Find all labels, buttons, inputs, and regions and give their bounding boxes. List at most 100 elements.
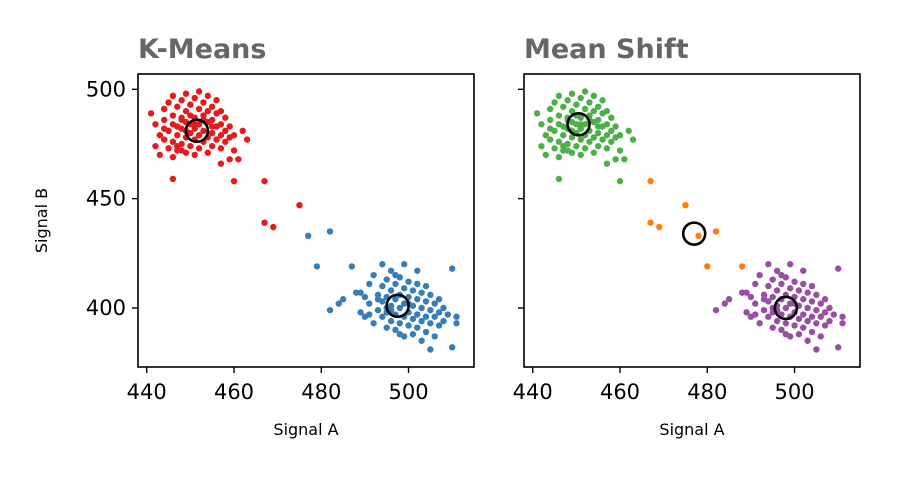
meanshift-data-point [769,293,776,301]
kmeans-data-point [208,116,216,124]
meanshift-data-point [800,311,807,318]
meanshift-data-point [760,296,768,303]
kmeans-data-point [427,320,434,327]
kmeans-data-point [230,177,238,185]
meanshift-data-point [564,147,571,154]
kmeans-y-tick-label: 450 [86,187,126,211]
meanshift-data-point [538,142,545,150]
meanshift-data-point [546,125,554,132]
meanshift-data-point [603,160,611,167]
kmeans-series-0 [147,88,303,231]
kmeans-data-point [178,147,185,154]
kmeans-data-point [152,121,159,128]
meanshift-data-point [738,263,746,270]
kmeans-data-point [182,90,190,97]
meanshift-data-point [804,337,811,344]
kmeans-data-point [165,145,172,152]
kmeans-data-point [200,112,207,119]
meanshift-data-point [594,103,602,110]
meanshift-data-point [791,322,798,329]
meanshift-data-point [568,90,576,97]
kmeans-data-point [169,175,177,183]
kmeans-data-point [453,320,460,327]
kmeans-data-point [200,127,207,135]
kmeans-data-point [370,320,377,327]
kmeans-data-point [174,142,181,150]
kmeans-data-point [191,125,198,132]
kmeans-x-tick-label: 440 [127,380,167,404]
meanshift-data-point [765,313,772,320]
meanshift-data-point [800,267,807,274]
kmeans-x-tick-label: 460 [214,380,254,404]
kmeans-data-point [366,280,373,288]
kmeans-data-point [448,265,456,272]
meanshift-data-point [542,132,550,139]
meanshift-data-point [839,320,846,327]
kmeans-data-point [379,282,386,290]
kmeans-data-point [222,138,229,145]
meanshift-data-point [752,300,759,307]
meanshift-x-axis-label: Signal A [659,420,724,439]
kmeans-data-point [235,156,242,163]
meanshift-data-point [800,296,807,303]
kmeans-data-point [414,324,421,331]
kmeans-data-point [174,103,181,110]
kmeans-data-point [448,344,456,351]
kmeans-data-point [195,105,203,113]
meanshift-data-point [821,322,829,329]
meanshift-data-point [830,311,838,318]
meanshift-data-point [804,289,811,296]
meanshift-axes-frame [523,73,861,368]
meanshift-data-point [603,145,611,152]
meanshift-data-point [603,107,611,115]
meanshift-data-point [594,123,602,130]
kmeans-data-point [147,110,155,117]
meanshift-data-point [560,132,567,139]
kmeans-data-point [261,177,268,185]
kmeans-data-point [366,311,373,318]
meanshift-data-point [712,228,720,235]
kmeans-data-point [422,313,430,320]
kmeans-data-point [409,331,417,338]
kmeans-data-point [357,289,364,296]
meanshift-data-point [704,263,711,270]
meanshift-data-point [778,271,785,279]
kmeans-data-point [431,300,438,307]
kmeans-data-point [357,309,364,316]
kmeans-data-point [409,287,417,294]
meanshift-data-point [760,291,768,299]
meanshift-data-point [647,219,654,226]
kmeans-data-point [370,271,377,279]
kmeans-data-point [348,263,356,270]
kmeans-data-point [387,287,395,294]
kmeans-data-point [431,333,438,340]
meanshift-data-point [782,304,790,312]
meanshift-data-point [594,142,602,150]
kmeans-data-point [422,328,430,336]
kmeans-data-point [400,261,408,268]
meanshift-data-point [782,331,790,338]
kmeans-data-point [174,132,181,139]
kmeans-series-2 [184,118,410,319]
meanshift-data-point [594,129,602,137]
meanshift-data-point [599,97,606,104]
kmeans-data-point [208,129,216,137]
meanshift-data-point [808,313,816,320]
meanshift-data-point [577,121,584,128]
kmeans-data-point [435,309,443,316]
kmeans-data-point [396,320,404,327]
meanshift-data-point [577,125,584,132]
kmeans-data-point [182,107,190,115]
meanshift-data-point [778,326,785,334]
kmeans-x-tick-label: 500 [388,380,428,404]
kmeans-data-point [239,127,246,135]
kmeans-data-point [409,315,417,323]
kmeans-data-point [213,97,220,104]
meanshift-data-point [765,282,772,290]
kmeans-data-point [414,296,421,303]
kmeans-data-point [160,105,168,113]
meanshift-data-point [795,331,803,338]
meanshift-data-point [747,293,755,301]
kmeans-data-point [326,306,334,314]
kmeans-data-point [156,132,164,139]
